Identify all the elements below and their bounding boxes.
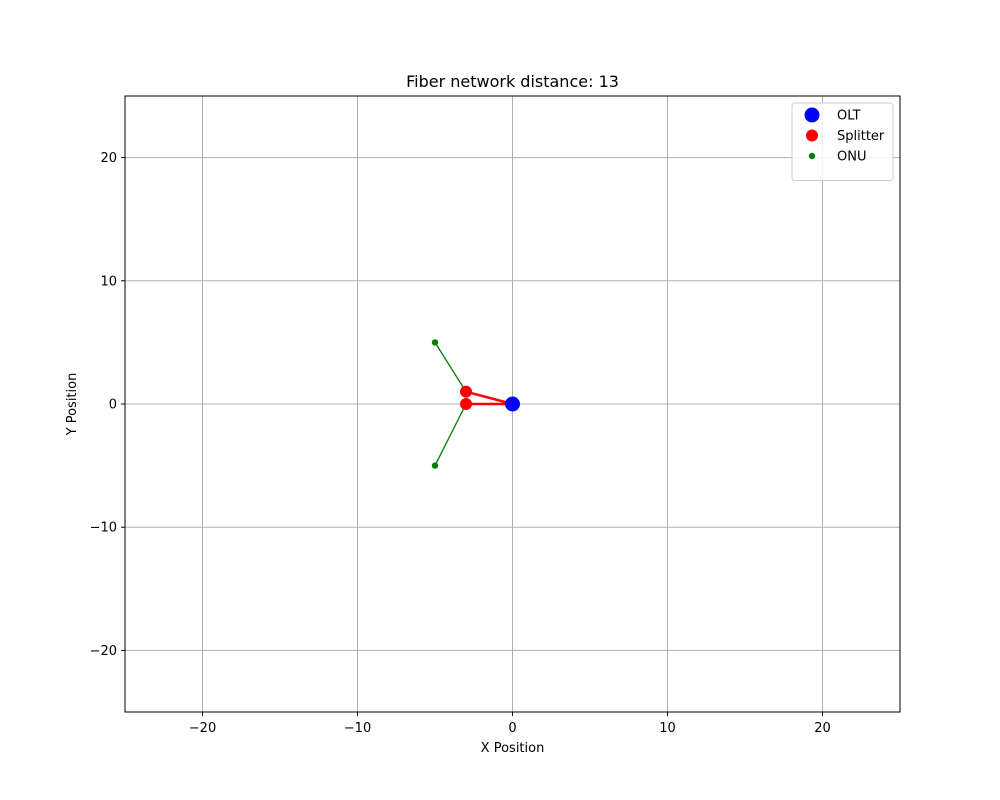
y-tick-label: −10 (90, 521, 117, 536)
y-axis-label: Y Position (65, 373, 80, 437)
y-tick-label: −20 (90, 644, 117, 659)
axis-ticks: −20 −10 0 10 20 −20 −10 0 10 20 (90, 151, 831, 736)
legend-marker-onu (808, 152, 816, 160)
onu-point (431, 462, 439, 469)
legend: OLT Splitter ONU (791, 102, 894, 181)
splitter-point (460, 385, 472, 398)
onu-point (431, 339, 439, 346)
x-tick-label: −10 (344, 721, 371, 736)
x-tick-label: −20 (189, 721, 216, 736)
splitter-point (460, 398, 472, 410)
network-nodes (431, 339, 520, 469)
feeder-link (465, 390, 513, 406)
olt-point (505, 396, 520, 412)
y-tick-label: 20 (100, 151, 117, 166)
x-tick-label: 10 (659, 721, 676, 736)
legend-box (791, 102, 894, 181)
legend-label-olt: OLT (837, 109, 861, 124)
legend-marker-splitter (806, 129, 818, 142)
legend-marker-olt (804, 107, 820, 123)
legend-label-onu: ONU (837, 150, 866, 165)
chart-title: Fiber network distance: 13 (406, 72, 619, 91)
x-axis-label: X Position (481, 741, 545, 756)
y-tick-label: 10 (100, 274, 117, 289)
x-tick-label: 0 (508, 721, 516, 736)
network-links (434, 342, 513, 466)
x-tick-label: 20 (814, 721, 831, 736)
drop-link (434, 403, 467, 466)
y-tick-label: 0 (109, 398, 117, 413)
drop-link (434, 342, 467, 393)
legend-label-splitter: Splitter (837, 129, 885, 144)
